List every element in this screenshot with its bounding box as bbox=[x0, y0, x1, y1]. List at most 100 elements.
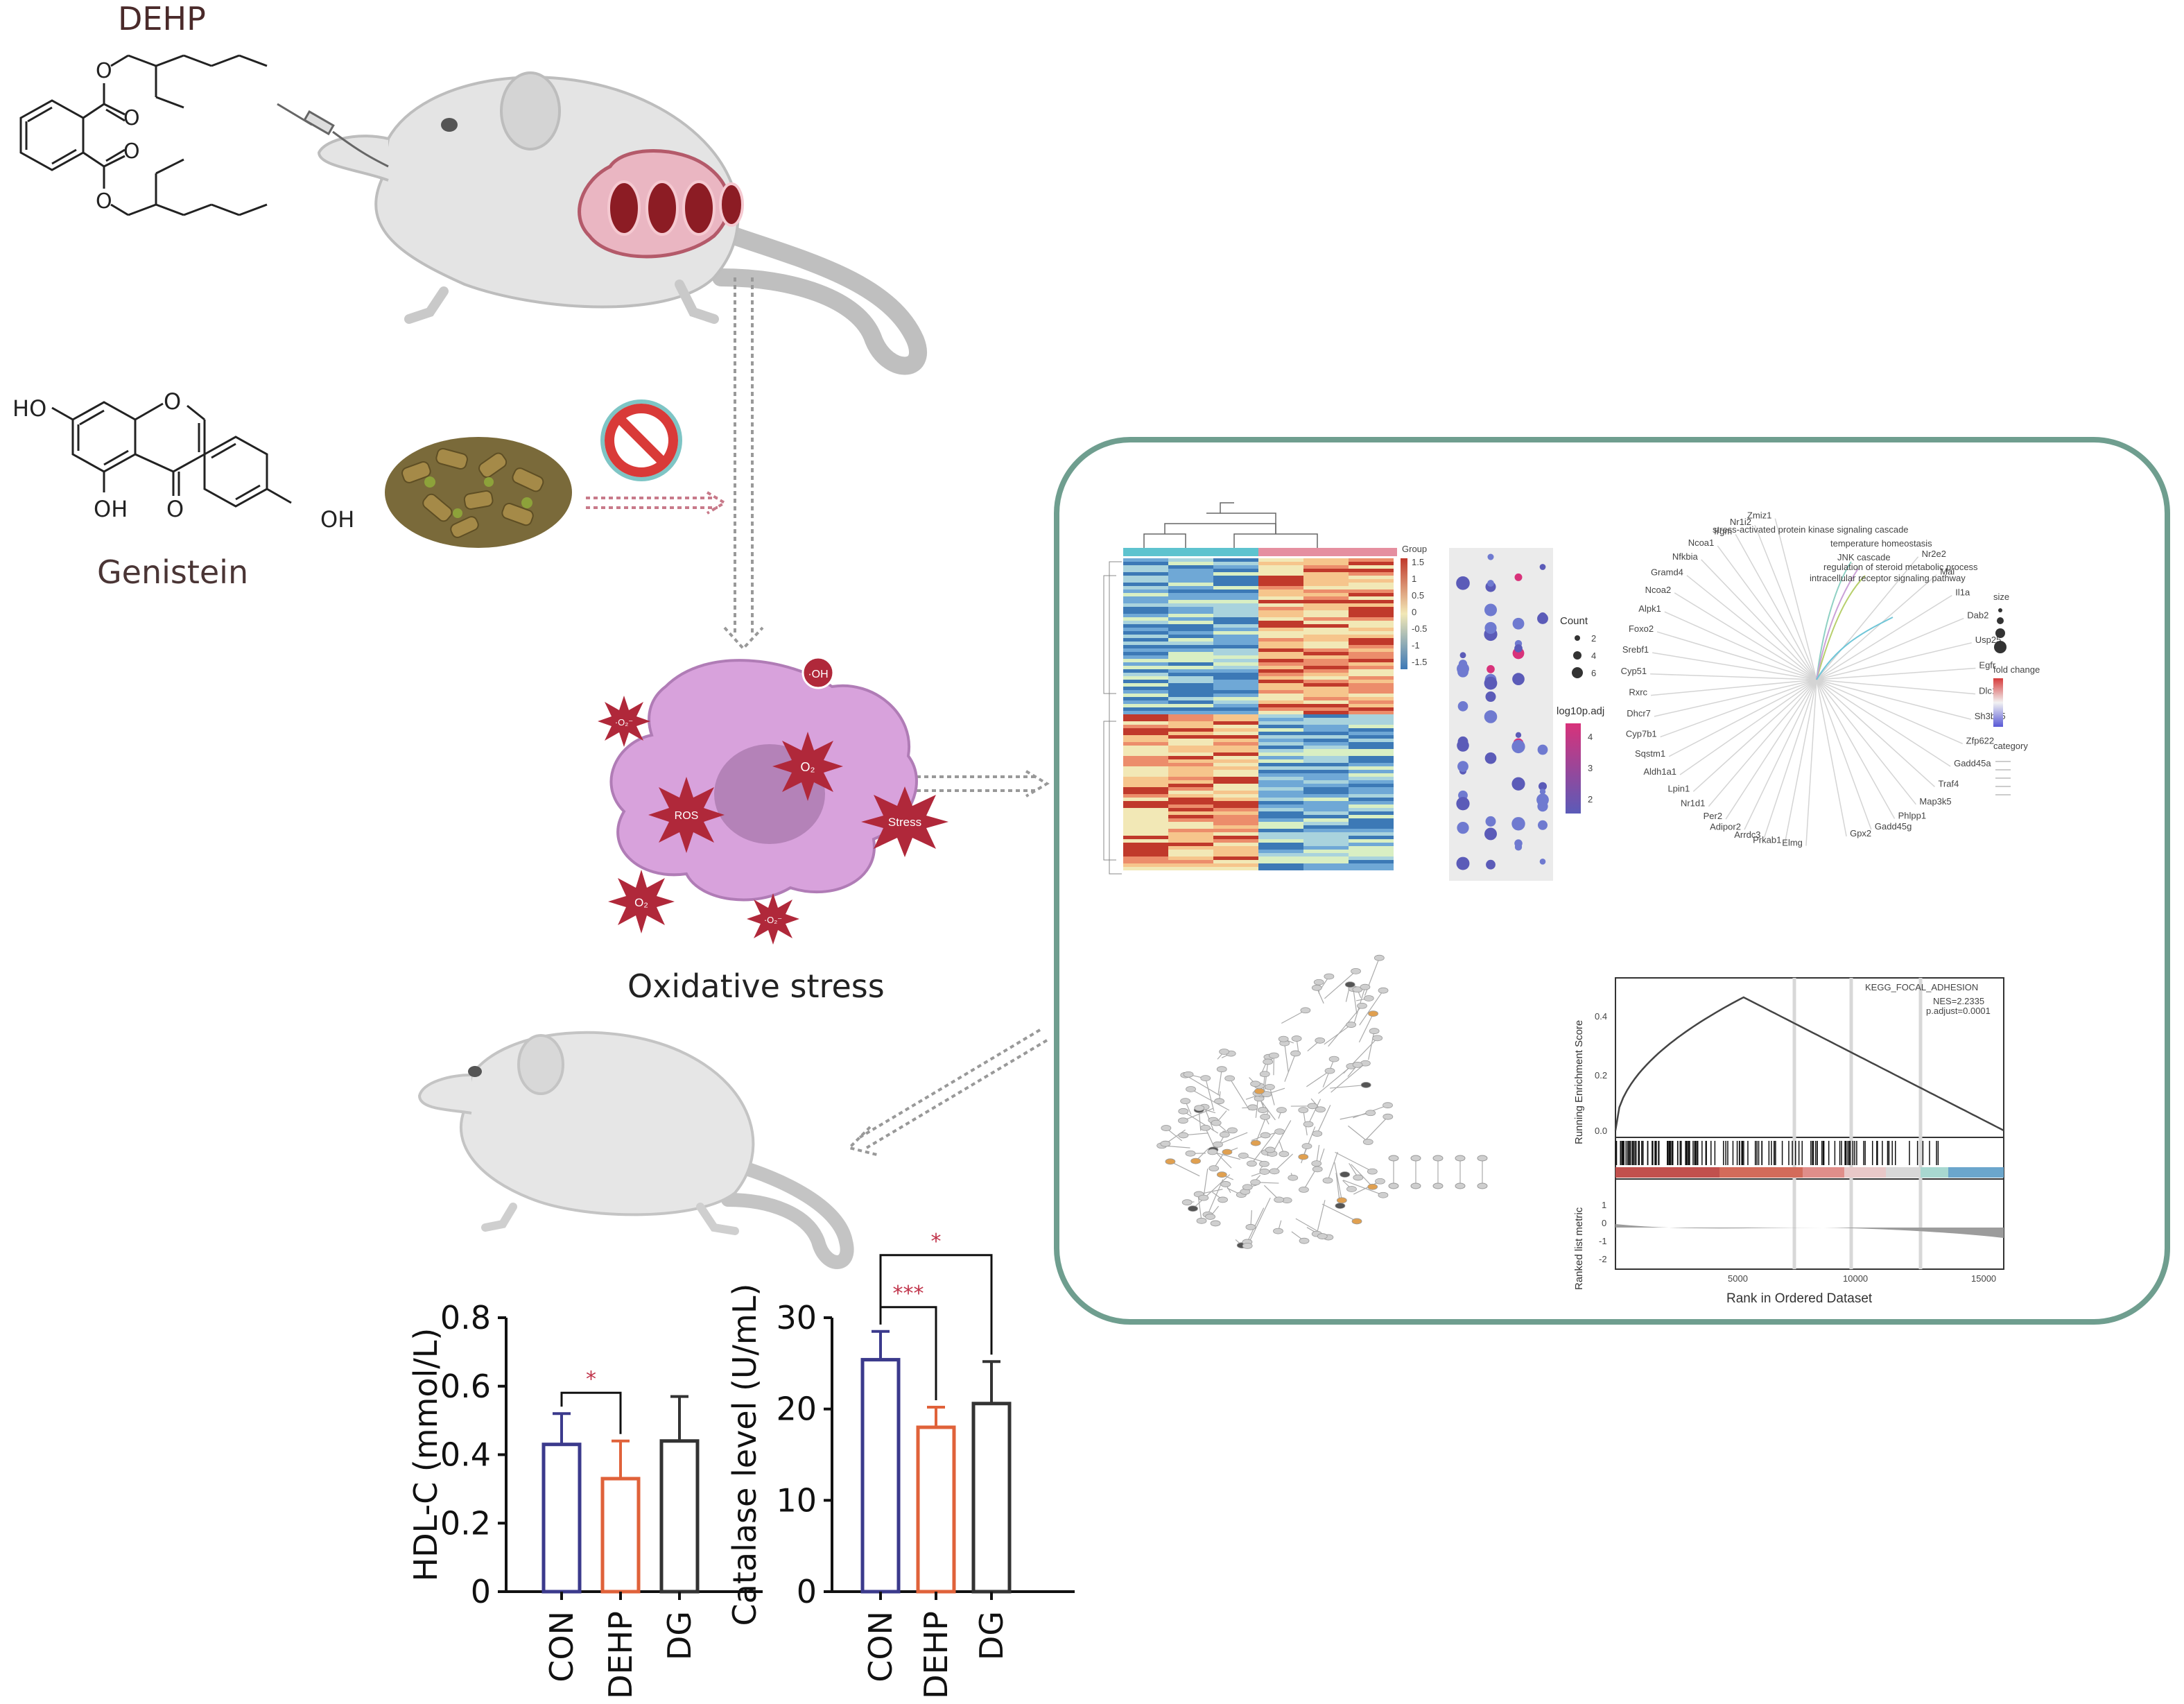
significance-label: * bbox=[931, 1230, 942, 1254]
heatmap-cell bbox=[1168, 642, 1213, 645]
network-edge bbox=[1281, 1010, 1306, 1024]
heatmap-cell bbox=[1349, 759, 1394, 763]
heatmap-cell bbox=[1349, 589, 1394, 593]
heatmap-cell bbox=[1303, 687, 1349, 690]
heatmap-cell bbox=[1213, 621, 1258, 624]
heatmap-cell bbox=[1303, 777, 1349, 780]
o2-radical-burst-bottom: ·O₂⁻ bbox=[747, 893, 799, 945]
heatmap-cell bbox=[1123, 857, 1168, 860]
heatmap-cell bbox=[1303, 600, 1349, 603]
heatmap-cell bbox=[1123, 690, 1168, 694]
heatmap-cell bbox=[1213, 735, 1258, 739]
network-node bbox=[1259, 1160, 1269, 1167]
network-node bbox=[1378, 1191, 1389, 1198]
cnet-gene-label: Gpx2 bbox=[1850, 828, 1871, 838]
heatmap-cell bbox=[1168, 735, 1213, 739]
ros-burst: ROS bbox=[648, 777, 725, 853]
cnet-edge bbox=[1816, 617, 1964, 680]
heatmap-cell bbox=[1258, 638, 1303, 642]
heatmap-cell bbox=[1123, 850, 1168, 853]
bubble-point bbox=[1456, 797, 1470, 811]
cnet-edge bbox=[1674, 592, 1817, 680]
heatmap-cell bbox=[1349, 572, 1394, 576]
heatmap-cell bbox=[1168, 839, 1213, 843]
heatmap-cell bbox=[1303, 759, 1349, 763]
heatmap-cell bbox=[1258, 576, 1303, 579]
heatmap-cell bbox=[1349, 815, 1394, 818]
heatmap-cell bbox=[1349, 857, 1394, 860]
network-node bbox=[1383, 1113, 1394, 1120]
heatmap-cell bbox=[1168, 770, 1213, 773]
network-node bbox=[1410, 1182, 1421, 1189]
heatmap-cell bbox=[1303, 735, 1349, 739]
heatmap-cell bbox=[1213, 794, 1258, 798]
cnet-gene-label: Cyp51 bbox=[1621, 666, 1647, 676]
network-node bbox=[1299, 1187, 1309, 1193]
heatmap-cell bbox=[1168, 718, 1213, 721]
network-edge bbox=[1316, 1144, 1320, 1164]
network-node bbox=[1336, 1197, 1347, 1204]
heatmap-cell bbox=[1213, 662, 1258, 666]
network-edge bbox=[1217, 1132, 1248, 1145]
heatmap-cell bbox=[1123, 614, 1168, 617]
heatmap-cell bbox=[1213, 850, 1258, 853]
heatmap-cell bbox=[1349, 645, 1394, 648]
heatmap-cell bbox=[1213, 576, 1258, 579]
heatmap-cell bbox=[1213, 579, 1258, 583]
heatmap-cell bbox=[1213, 645, 1258, 648]
heatmap-cell bbox=[1303, 801, 1349, 804]
network-node bbox=[1432, 1182, 1444, 1189]
bubble-point bbox=[1537, 820, 1548, 830]
network-node bbox=[1344, 981, 1355, 988]
network-node bbox=[1177, 1117, 1188, 1124]
bar bbox=[659, 1439, 700, 1594]
network-edge bbox=[1317, 1105, 1331, 1134]
o2-radical-bottom-text: ·O₂⁻ bbox=[764, 915, 782, 925]
network-node bbox=[1322, 1177, 1333, 1184]
heatmap-cell bbox=[1349, 766, 1394, 770]
heatmap-cell bbox=[1303, 676, 1349, 680]
heatmap-cell bbox=[1258, 562, 1303, 565]
bubble-point bbox=[1539, 789, 1546, 795]
heatmap-cell bbox=[1303, 746, 1349, 749]
heatmap-cell bbox=[1213, 829, 1258, 832]
cnet-gene-label: Dlc1 bbox=[1979, 686, 1997, 696]
network-edge bbox=[1347, 1125, 1369, 1142]
network-edge bbox=[1368, 1031, 1375, 1060]
heatmap-cell bbox=[1349, 825, 1394, 829]
heatmap-cell bbox=[1303, 766, 1349, 770]
cnet-gene-label: Per2 bbox=[1704, 811, 1722, 821]
heatmap-cell bbox=[1213, 846, 1258, 850]
heatmap-cell bbox=[1168, 631, 1213, 635]
network-node bbox=[1372, 1035, 1383, 1042]
heatmap-cell bbox=[1213, 780, 1258, 784]
heatmap-cell bbox=[1213, 811, 1258, 815]
network-node bbox=[1311, 1160, 1322, 1167]
heatmap-cell bbox=[1349, 832, 1394, 836]
cnet-edge bbox=[1816, 679, 1963, 744]
heatmap-cell bbox=[1168, 593, 1213, 596]
heatmap-cell bbox=[1168, 804, 1213, 808]
heatmap-cell bbox=[1303, 565, 1349, 569]
heatmap-cell bbox=[1349, 642, 1394, 645]
bubble-point bbox=[1512, 617, 1525, 630]
network-edge bbox=[1269, 1087, 1275, 1105]
heatmap-cell bbox=[1123, 558, 1168, 562]
heatmap-cell bbox=[1123, 586, 1168, 589]
bubble-point bbox=[1457, 736, 1468, 747]
heatmap-cell bbox=[1303, 811, 1349, 815]
cnet-edge bbox=[1805, 679, 1817, 846]
network-node bbox=[1352, 1061, 1363, 1068]
heatmap-cell bbox=[1168, 694, 1213, 697]
network-edge bbox=[1247, 1207, 1265, 1243]
heatmap-cell bbox=[1258, 759, 1303, 763]
network-edge bbox=[1229, 1078, 1250, 1111]
oh-right-text: OH bbox=[320, 506, 354, 533]
heatmap-cell bbox=[1258, 770, 1303, 773]
bubble-point bbox=[1487, 580, 1494, 587]
heatmap-cell bbox=[1213, 728, 1258, 732]
network-node bbox=[1300, 1007, 1311, 1014]
heatmap-cell bbox=[1213, 687, 1258, 690]
heatmap-cell bbox=[1168, 867, 1213, 870]
y-tick-label: 0.2 bbox=[440, 1504, 491, 1542]
